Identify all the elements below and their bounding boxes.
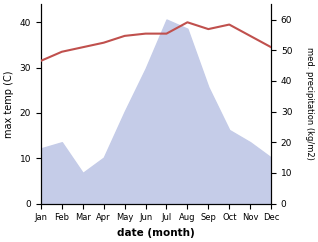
- Y-axis label: med. precipitation (kg/m2): med. precipitation (kg/m2): [305, 47, 314, 160]
- X-axis label: date (month): date (month): [117, 228, 195, 238]
- Y-axis label: max temp (C): max temp (C): [4, 70, 14, 138]
